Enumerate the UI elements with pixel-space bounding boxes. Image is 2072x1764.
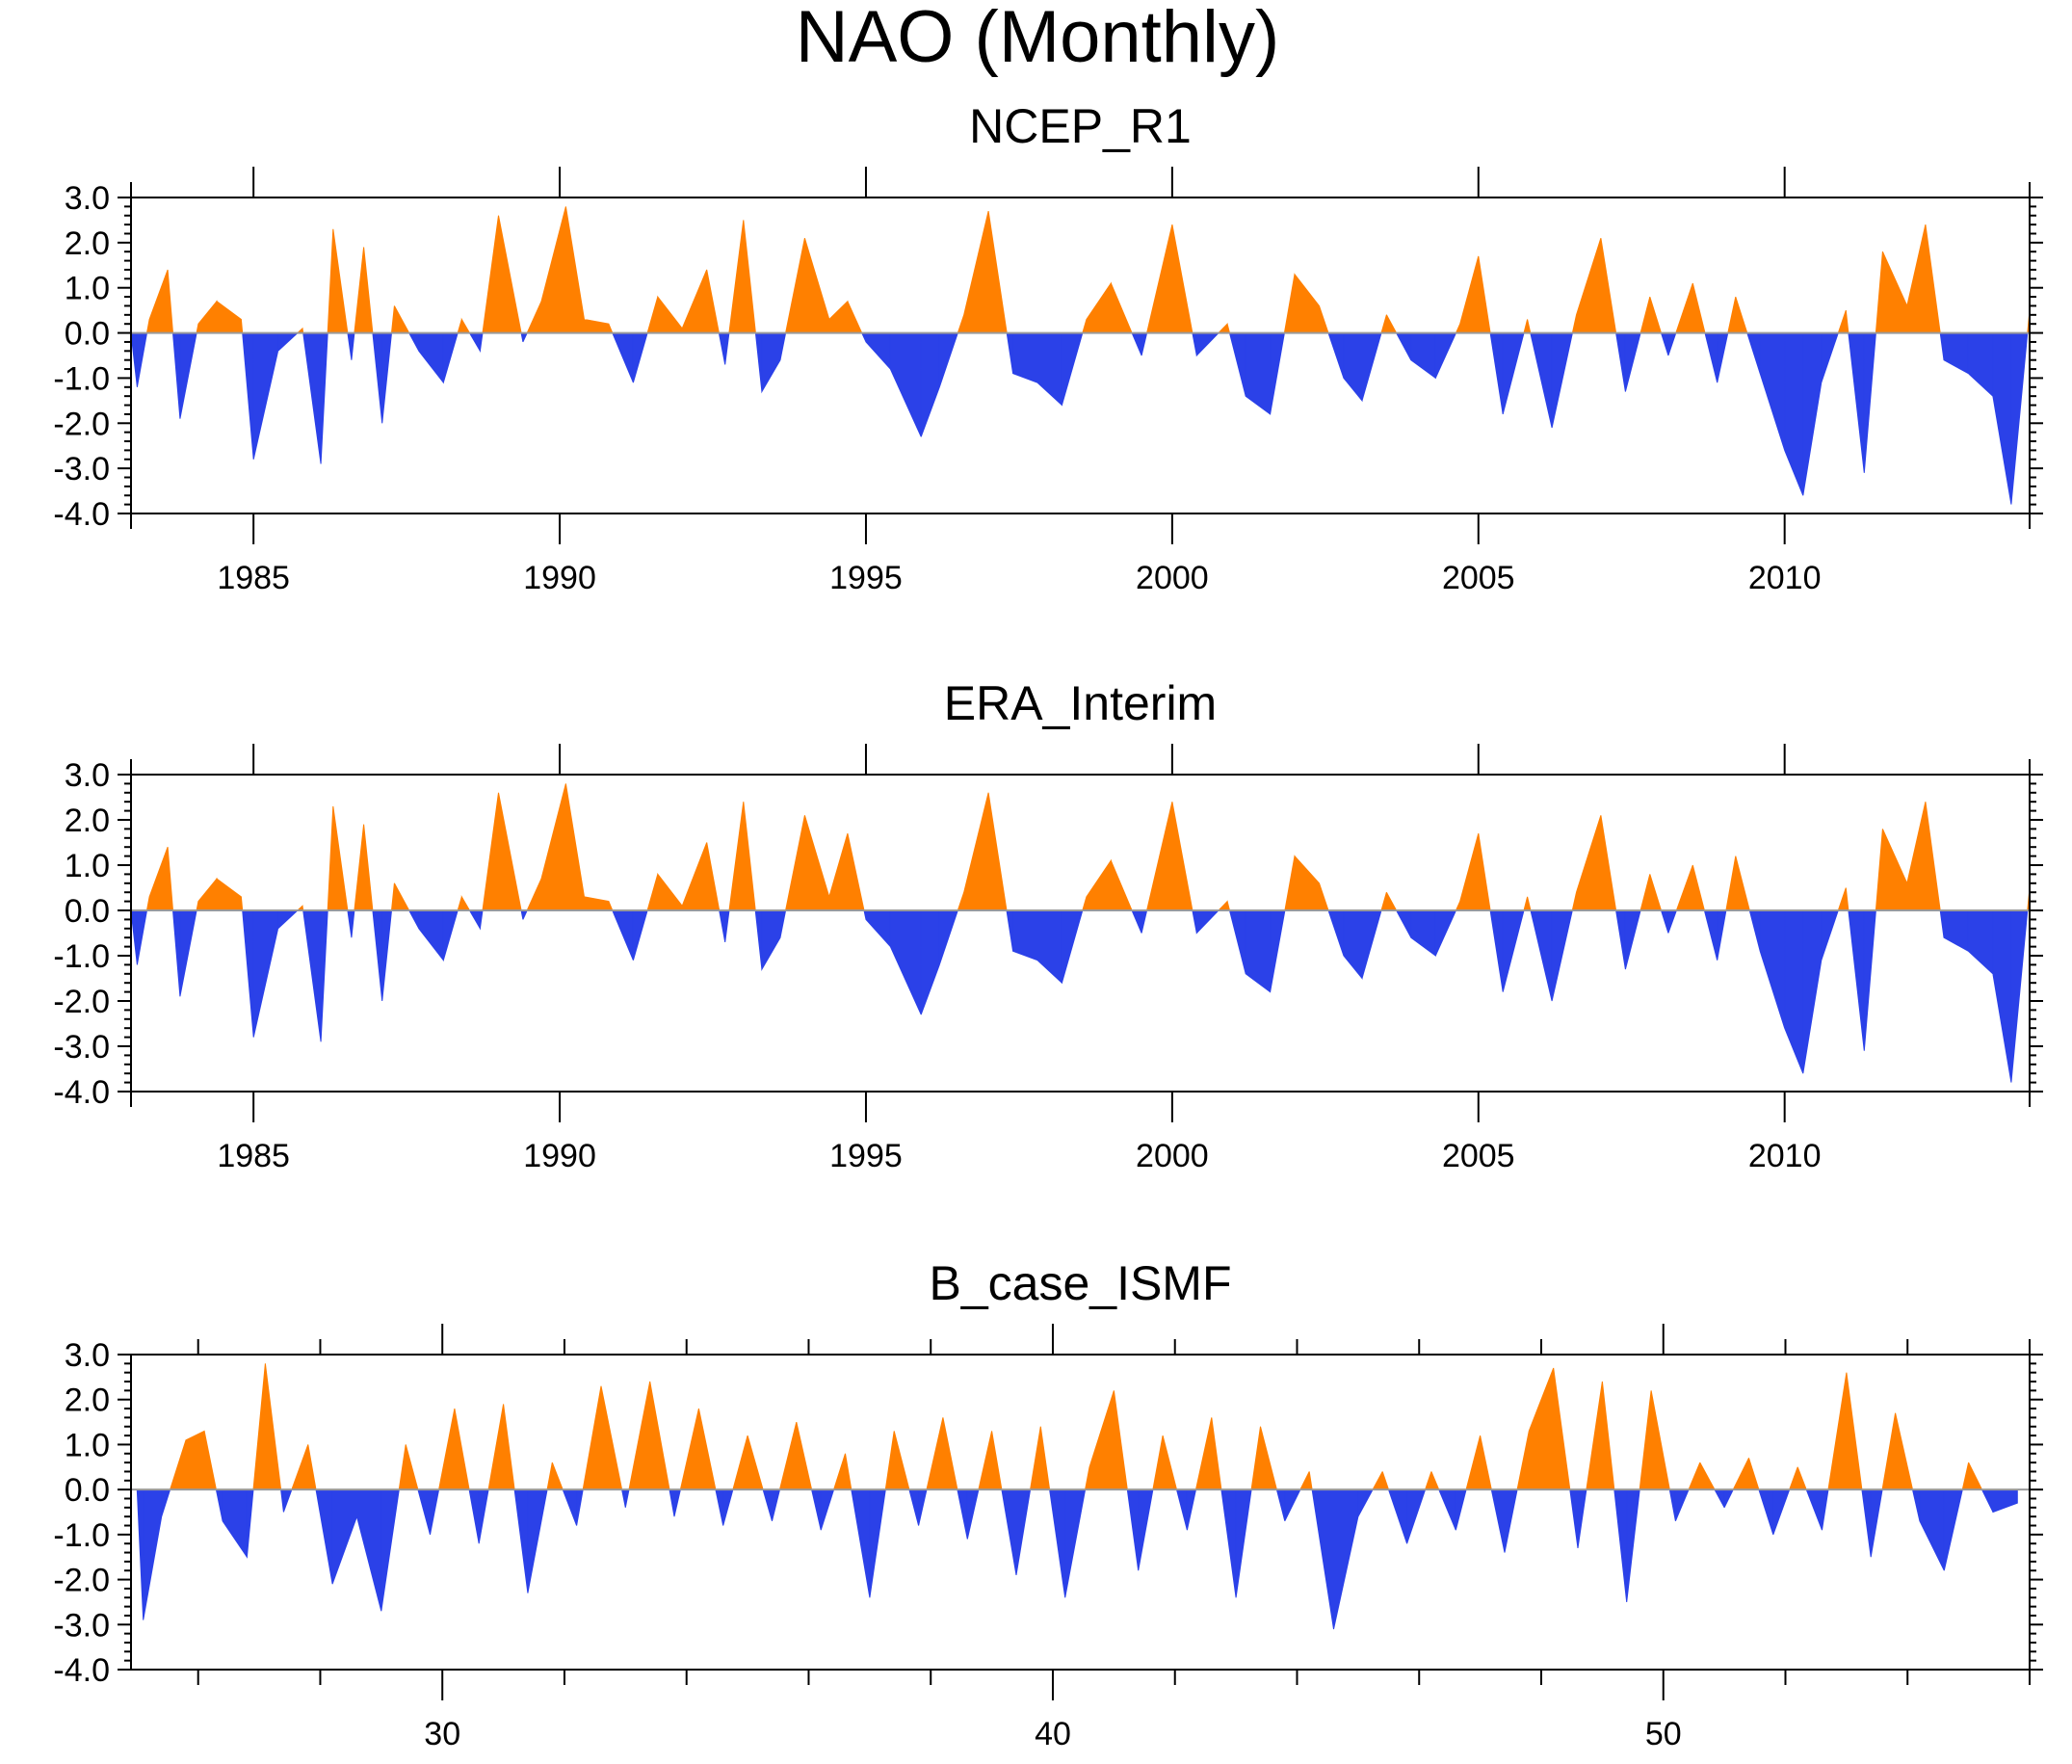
y-tick-label: -3.0: [53, 1607, 110, 1644]
plot-frame: [130, 197, 2031, 514]
x-tick-label: 2010: [1748, 560, 1822, 596]
y-tick-label: 3.0: [65, 180, 110, 217]
panel-ncep-r1: NCEP_R1 3.0 2.0 1.0 0.0 -1.0 -2.0 -3.0 -4.0 1985 1…: [53, 99, 2043, 596]
y-tick-label: 1.0: [65, 1427, 110, 1463]
negative-anomaly-area: [130, 909, 2029, 1083]
y-tick-label: 1.0: [65, 271, 110, 307]
y-tick-label: 0.0: [65, 316, 110, 353]
y-tick-label: 1.0: [65, 848, 110, 884]
negative-anomaly-area: [136, 1488, 2018, 1630]
panel-title: ERA_Interim: [944, 676, 1217, 730]
x-tick-label: 40: [1035, 1716, 1071, 1752]
x-tick-label: 30: [424, 1716, 460, 1752]
y-tick-label: -1.0: [53, 1517, 110, 1554]
x-tick-label: 2010: [1748, 1138, 1822, 1174]
x-tick-label: 1995: [829, 560, 903, 596]
y-tick-label: -2.0: [53, 406, 110, 442]
positive-anomaly-area: [145, 206, 2031, 334]
panel-title: NCEP_R1: [969, 99, 1192, 153]
positive-anomaly-area: [169, 1363, 1983, 1490]
y-tick-label: 0.0: [65, 893, 110, 930]
negative-anomaly-area: [130, 332, 2029, 505]
y-tick-label: -2.0: [53, 1563, 110, 1599]
y-tick-label: -4.0: [53, 1652, 110, 1689]
y-tick-label: -4.0: [53, 496, 110, 533]
x-tick-label: 1990: [523, 560, 596, 596]
y-tick-label: -2.0: [53, 984, 110, 1020]
x-tick-label: 2000: [1136, 560, 1209, 596]
y-tick-label: -4.0: [53, 1074, 110, 1111]
x-tick-label: 50: [1645, 1716, 1682, 1752]
y-tick-label: -1.0: [53, 938, 110, 975]
x-tick-label: 1995: [829, 1138, 903, 1174]
y-tick-label: 3.0: [65, 757, 110, 794]
x-tick-label: 2005: [1442, 1138, 1515, 1174]
figure-title: NAO (Monthly): [796, 0, 1280, 78]
panel-title: B_case_ISMF: [929, 1256, 1231, 1310]
x-tick-label: 2000: [1136, 1138, 1209, 1174]
x-tick-label: 1990: [523, 1138, 596, 1174]
y-tick-label: 2.0: [65, 225, 110, 262]
y-tick-label: -3.0: [53, 451, 110, 487]
positive-anomaly-area: [145, 783, 2031, 911]
plot-frame: [130, 1354, 2031, 1671]
x-tick-label: 1985: [217, 1138, 290, 1174]
y-tick-label: 3.0: [65, 1337, 110, 1374]
y-tick-label: 2.0: [65, 1382, 110, 1419]
y-tick-label: 2.0: [65, 803, 110, 839]
panel-b-case-ismf: B_case_ISMF 3.0 2.0 1.0 0.0 -1.0 -2.0 -3.0 -4.0 3…: [53, 1256, 2043, 1752]
y-tick-label: 0.0: [65, 1472, 110, 1509]
x-tick-label: 1985: [217, 560, 290, 596]
plot-frame: [130, 774, 2031, 1093]
y-tick-label: -1.0: [53, 360, 110, 397]
panel-era-interim: ERA_Interim 3.0 2.0 1.0 0.0 -1.0 -2.0 -3.0 -4.0 1…: [53, 676, 2043, 1174]
y-tick-label: -3.0: [53, 1029, 110, 1066]
x-tick-label: 2005: [1442, 560, 1515, 596]
